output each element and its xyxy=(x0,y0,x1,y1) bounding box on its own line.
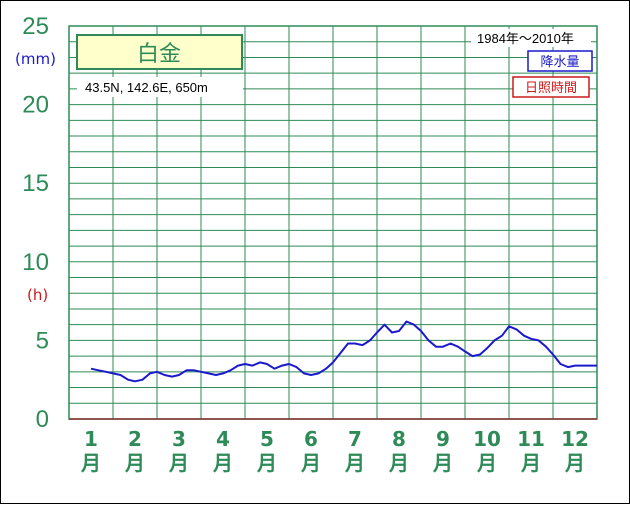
y-tick-label: 25 xyxy=(22,13,49,40)
observation-period: 1984年〜2010年 xyxy=(477,31,574,46)
y-tick-label: 20 xyxy=(22,92,49,119)
x-tick-label-suffix: 月 xyxy=(564,451,585,475)
x-tick-label-suffix: 月 xyxy=(344,451,365,475)
x-tick-label-suffix: 月 xyxy=(212,451,233,475)
x-tick-label: 1 xyxy=(84,427,98,451)
x-tick-label: 12 xyxy=(561,427,589,451)
series-layer xyxy=(90,320,597,383)
x-tick-label-suffix: 月 xyxy=(80,451,101,475)
right-axis-unit: (h) xyxy=(27,286,48,304)
series-line-precipitation xyxy=(90,320,597,383)
left-axis-unit: (mm) xyxy=(15,50,56,68)
legend-precipitation: 降水量 xyxy=(540,55,579,70)
station-name: 白金 xyxy=(137,42,181,67)
x-tick-label-suffix: 月 xyxy=(520,451,541,475)
x-tick-label: 6 xyxy=(304,427,318,451)
x-tick-label: 4 xyxy=(216,427,230,451)
y-tick-label: 10 xyxy=(22,249,49,276)
y-tick-label: 0 xyxy=(36,406,49,433)
x-tick-label: 10 xyxy=(473,427,501,451)
x-tick-label: 9 xyxy=(436,427,450,451)
legend-sunshine: 日照時間 xyxy=(525,81,577,96)
station-label-box: 白金 xyxy=(76,34,243,70)
y-tick-label: 15 xyxy=(22,170,49,197)
x-tick-label-suffix: 月 xyxy=(300,451,321,475)
x-tick-label-suffix: 月 xyxy=(124,451,145,475)
x-tick-label-suffix: 月 xyxy=(432,451,453,475)
x-tick-label-suffix: 月 xyxy=(256,451,277,475)
station-label-background xyxy=(76,34,243,70)
x-tick-label: 8 xyxy=(392,427,406,451)
legend-sunshine-box xyxy=(512,76,590,98)
x-tick-label: 7 xyxy=(348,427,362,451)
legend: 降水量 日照時間 xyxy=(512,50,593,98)
period-background xyxy=(471,29,591,47)
x-tick-label-suffix: 月 xyxy=(168,451,189,475)
location-background xyxy=(77,77,243,97)
x-tick-label-suffix: 月 xyxy=(388,451,409,475)
legend-precipitation-box xyxy=(527,50,593,72)
station-location: 43.5N, 142.6E, 650m xyxy=(85,80,208,95)
x-tick-label-suffix: 月 xyxy=(476,451,497,475)
x-tick-label: 11 xyxy=(517,427,545,451)
y-axis-ticks: 0 5 10 15 20 25 xyxy=(22,13,49,433)
y-tick-label: 5 xyxy=(36,327,49,354)
x-tick-label: 2 xyxy=(128,427,142,451)
x-tick-label: 3 xyxy=(172,427,186,451)
x-tick-label: 5 xyxy=(260,427,274,451)
